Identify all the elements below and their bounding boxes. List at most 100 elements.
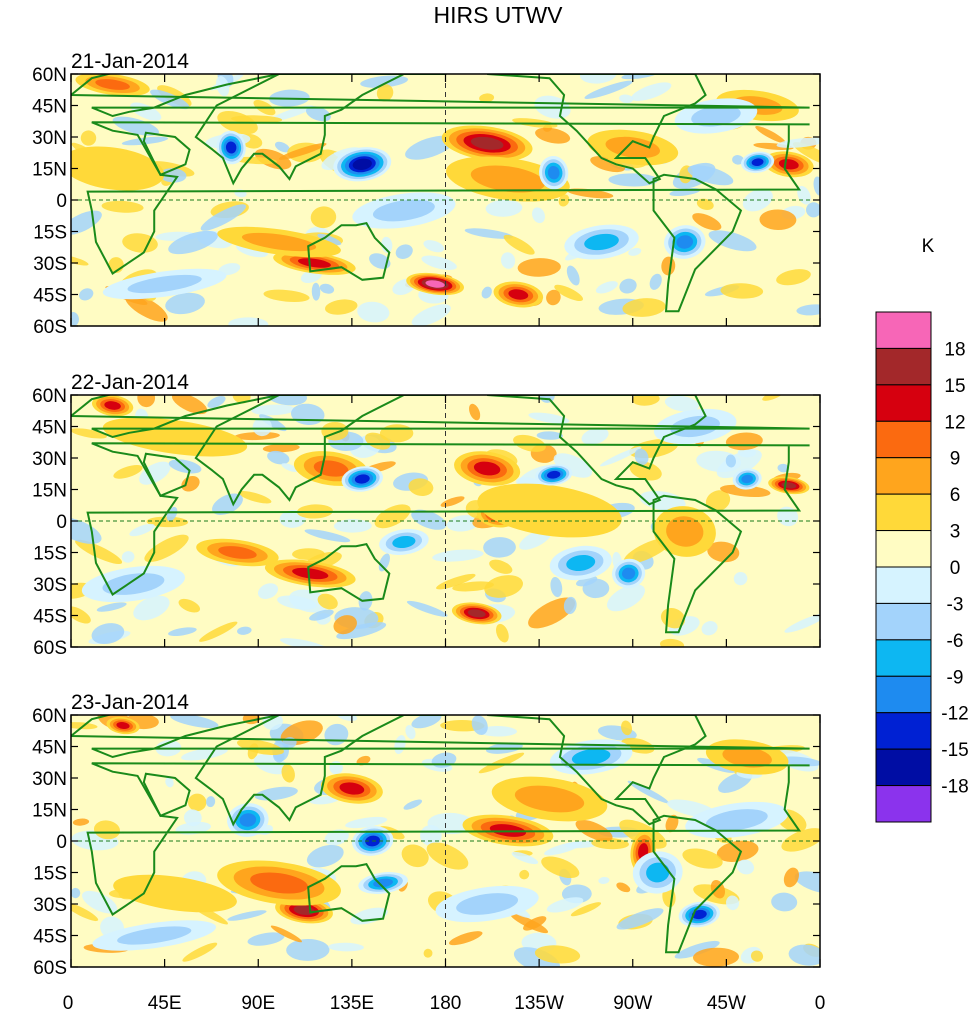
background-blob xyxy=(423,948,433,958)
background-blob xyxy=(778,756,820,767)
background-blob xyxy=(726,895,740,911)
background-blob xyxy=(304,529,351,543)
anomaly-blob xyxy=(372,199,435,222)
background-blob xyxy=(121,551,135,563)
background-blob xyxy=(550,576,563,598)
background-blob xyxy=(281,764,295,783)
background-blob xyxy=(485,199,523,217)
background-blob xyxy=(469,403,481,421)
anomaly-blob xyxy=(676,235,694,249)
background-blob xyxy=(150,89,190,110)
background-blob xyxy=(534,945,581,964)
y-tick-label: 30S xyxy=(33,895,67,916)
background-blob xyxy=(168,627,197,637)
background-blob xyxy=(262,443,300,453)
background-blob xyxy=(619,278,637,294)
background-blob xyxy=(692,213,722,231)
background-blob xyxy=(513,434,546,452)
colorbar-box xyxy=(875,602,932,641)
background-blob xyxy=(732,155,744,165)
anomaly-blob xyxy=(605,136,660,159)
background-blob xyxy=(783,867,799,888)
background-blob xyxy=(687,165,734,186)
anomaly-blob xyxy=(218,546,257,559)
background-blob xyxy=(345,816,388,829)
anomaly-blob xyxy=(339,782,365,795)
background-blob xyxy=(590,156,626,173)
background-blob xyxy=(619,94,634,104)
background-blob xyxy=(479,93,495,103)
y-tick-label: 30N xyxy=(32,769,67,790)
background-blob xyxy=(96,602,127,612)
colorbar-level-label: -12 xyxy=(941,704,968,725)
coastline xyxy=(307,862,391,922)
background-blob xyxy=(659,638,685,647)
background-blob xyxy=(311,282,321,301)
background-blob xyxy=(71,902,99,922)
background-blob xyxy=(489,559,513,574)
background-blob xyxy=(369,253,391,269)
background-blob xyxy=(306,844,344,868)
background-blob xyxy=(421,255,457,270)
background-blob xyxy=(696,198,714,211)
y-tick-label: 30N xyxy=(32,128,67,149)
anomaly-blob xyxy=(467,609,486,618)
background-blob xyxy=(231,115,283,124)
background-blob xyxy=(71,255,89,266)
background-blob xyxy=(234,431,280,441)
background-blob xyxy=(172,395,208,415)
anomaly-blob xyxy=(127,274,202,294)
background-blob xyxy=(423,240,445,253)
x-tick-label: 0 xyxy=(815,993,826,1014)
background-blob xyxy=(606,584,645,612)
background-blob xyxy=(771,892,798,912)
colorbar-level-label: 6 xyxy=(950,485,961,506)
background-blob xyxy=(576,576,598,587)
anomaly-blob xyxy=(102,573,165,595)
anomaly-blob xyxy=(354,474,370,484)
background-blob xyxy=(629,461,662,481)
background-blob xyxy=(286,938,330,961)
anomaly-field xyxy=(71,715,820,967)
background-blob xyxy=(692,947,740,967)
y-tick-label: 0 xyxy=(56,512,67,533)
background-blob xyxy=(182,942,218,962)
background-blob xyxy=(708,230,757,252)
background-blob xyxy=(178,598,201,613)
background-blob xyxy=(628,247,642,256)
background-blob xyxy=(528,412,570,424)
background-blob xyxy=(536,431,563,440)
background-blob xyxy=(168,230,218,255)
anomaly-blob xyxy=(546,470,561,479)
y-tick-label: 45N xyxy=(32,97,67,118)
background-blob xyxy=(788,944,820,966)
background-blob xyxy=(207,396,226,408)
y-tick-label: 45S xyxy=(33,286,67,307)
background-blob xyxy=(113,465,143,479)
coastline xyxy=(71,395,810,439)
colorbar-box xyxy=(875,712,932,750)
colorbar-box xyxy=(875,785,932,823)
colorbar-box xyxy=(875,420,932,459)
background-blob xyxy=(411,304,451,326)
background-blob xyxy=(122,233,158,253)
background-blob xyxy=(705,490,731,512)
background-blob xyxy=(792,142,820,167)
anomaly-blob xyxy=(584,233,619,251)
anomaly-blob xyxy=(292,567,329,580)
background-blob xyxy=(206,796,216,808)
colorbar-box xyxy=(875,347,932,386)
background-blob xyxy=(440,496,465,507)
background-blob xyxy=(796,304,820,316)
anomaly-blob xyxy=(547,165,560,180)
background-blob xyxy=(471,715,488,735)
coastline xyxy=(652,173,743,313)
colorbar-level-label: -18 xyxy=(941,777,968,798)
background-blob xyxy=(133,595,170,621)
background-blob xyxy=(563,596,577,615)
anomaly-blob xyxy=(117,926,192,945)
background-blob xyxy=(701,621,718,636)
chart-title: HIRS UTWV xyxy=(433,2,563,28)
